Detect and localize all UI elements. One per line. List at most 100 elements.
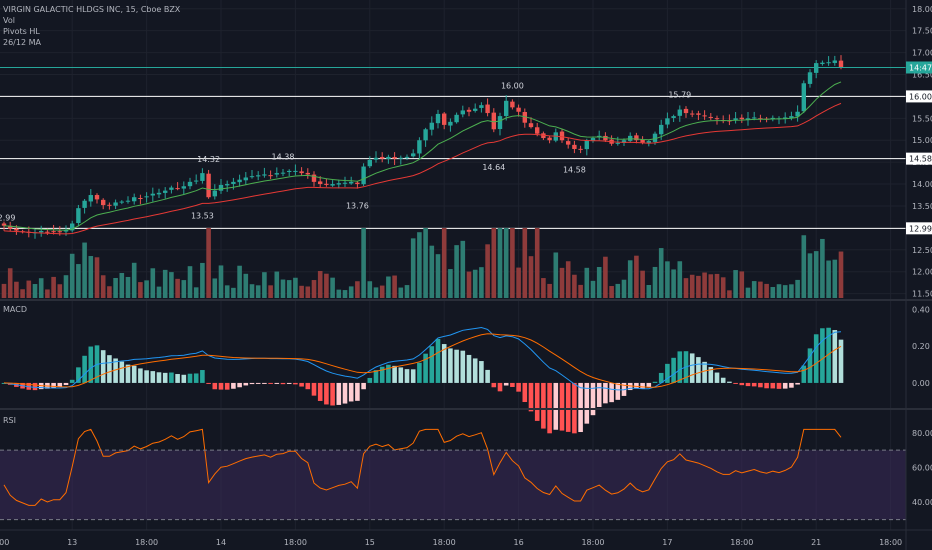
candle-body — [237, 179, 242, 183]
macd-histogram-bar — [770, 382, 776, 389]
candle-body — [181, 186, 186, 189]
macd-histogram-bar — [832, 330, 838, 383]
volume-bar — [553, 252, 559, 298]
candle-body — [733, 118, 738, 120]
volume-bar — [770, 287, 776, 298]
symbol-title[interactable]: VIRGIN GALACTIC HLDGS INC, 15, Cboe BZX — [3, 5, 181, 14]
volume-bar — [677, 261, 683, 298]
volume-bar — [646, 284, 652, 298]
macd-histogram-bar — [193, 373, 199, 383]
volume-bar — [503, 228, 509, 298]
candle-body — [218, 184, 224, 191]
candle-body — [435, 113, 441, 124]
candle-body — [144, 196, 149, 198]
macd-histogram-bar — [776, 382, 782, 389]
macd-histogram-bar — [367, 377, 373, 383]
candle-body — [479, 105, 484, 108]
candle-body — [45, 231, 50, 233]
volume-bar — [293, 277, 298, 298]
candle-body — [814, 63, 819, 73]
volume-bar — [200, 262, 205, 298]
candle-body — [770, 117, 775, 119]
volume-bar — [435, 254, 441, 298]
volume-bar — [14, 281, 19, 298]
volume-bar — [193, 287, 199, 298]
candle-body — [163, 190, 168, 193]
volume-bar — [119, 272, 125, 298]
macd-histogram-bar — [57, 382, 63, 387]
level-price-tag — [906, 90, 932, 103]
candle-body — [590, 138, 596, 141]
volume-bar — [38, 278, 44, 298]
x-tick-label: 13 — [67, 538, 77, 547]
volume-bar — [547, 283, 552, 298]
macd-histogram-bar — [88, 346, 94, 383]
macd-histogram-bar — [727, 381, 732, 383]
macd-title[interactable]: MACD — [3, 305, 27, 314]
candle-body — [783, 117, 788, 119]
x-tick-label: 16 — [514, 538, 524, 547]
candle-body — [342, 182, 348, 184]
macd-histogram-bar — [423, 353, 428, 383]
volume-bar — [249, 284, 255, 298]
candle-body — [807, 72, 813, 84]
pivot-label: 13.53 — [191, 212, 214, 221]
macd-histogram-bar — [615, 382, 621, 400]
macd-histogram-bar — [609, 382, 614, 403]
volume-bar — [572, 274, 577, 298]
candle-body — [603, 135, 608, 141]
indicator-ma[interactable]: 26/12 MA — [3, 38, 41, 47]
volume-bar — [733, 270, 738, 298]
rsi-title[interactable]: RSI — [3, 416, 16, 425]
candle-body — [287, 170, 292, 172]
candles[interactable] — [1, 55, 844, 239]
rsi-band — [0, 450, 906, 520]
x-tick-label: 21 — [811, 538, 821, 547]
candle-body — [442, 113, 447, 125]
candle-body — [559, 131, 565, 141]
volume-bar — [317, 270, 323, 298]
macd-histogram-bar — [640, 382, 645, 389]
volume-bar — [714, 273, 720, 298]
candle-body — [169, 187, 174, 190]
candle-body — [411, 153, 416, 157]
macd-histogram-bar — [441, 344, 447, 383]
candle-body — [659, 124, 664, 135]
volume-bar — [373, 287, 379, 298]
volume-bar — [838, 251, 844, 298]
x-tick-label: 15 — [365, 538, 375, 547]
indicator-pivots[interactable]: Pivots HL — [3, 27, 40, 36]
indicator-vol[interactable]: Vol — [3, 16, 15, 25]
ma-fast-line — [3, 81, 842, 231]
macd-histogram-bar — [150, 371, 156, 383]
volume-bar — [832, 259, 838, 298]
volume-bar — [336, 289, 342, 298]
y-tick-label: 14.00 — [912, 180, 932, 189]
volume-bar — [652, 266, 658, 298]
candle-body — [485, 104, 490, 114]
volume-bar — [107, 286, 112, 298]
x-tick-label: 18:00 — [730, 538, 753, 547]
volume-bar — [782, 285, 788, 298]
macd-histogram-bar — [789, 382, 794, 388]
volume-bar — [63, 275, 69, 298]
y-tick-label: 12.00 — [912, 268, 932, 277]
candle-body — [8, 225, 13, 229]
candle-body — [349, 181, 354, 184]
volume-bar — [813, 251, 819, 298]
y-axes: 18.0017.5017.0016.5016.0015.5015.0014.50… — [912, 5, 932, 507]
pivot-labels: 12.99 14.32 13.53 14.38 13.76 16.00 14.64 14.58… — [0, 81, 691, 222]
candle-body — [547, 137, 552, 141]
rsi-line — [3, 428, 842, 506]
y-tick-label: 11.50 — [912, 290, 932, 299]
pivot-label: 12.99 — [0, 213, 15, 222]
macd-histogram-bar — [584, 382, 590, 424]
candle-body — [522, 111, 527, 123]
macd-histogram-bar — [212, 382, 218, 390]
macd-histogram-bar — [63, 382, 69, 386]
macd-histogram-bar — [590, 382, 596, 416]
candle-body — [454, 114, 459, 123]
volume-bar — [404, 285, 410, 298]
